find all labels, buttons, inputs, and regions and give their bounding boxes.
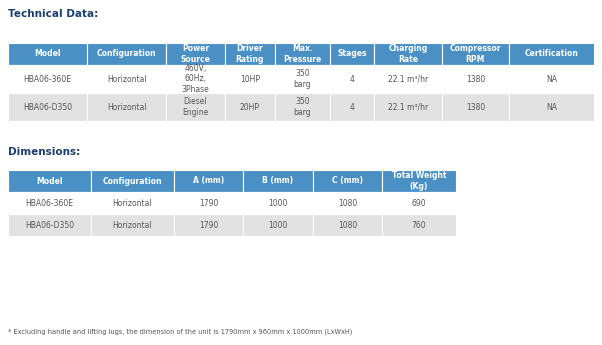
Text: Certification: Certification — [524, 49, 579, 59]
Text: Compressor
RPM: Compressor RPM — [450, 44, 501, 64]
Text: Stages: Stages — [338, 49, 367, 59]
Text: 22.1 m³/hr: 22.1 m³/hr — [388, 75, 428, 83]
Bar — [91, 170, 174, 192]
Text: A (mm): A (mm) — [193, 177, 224, 186]
Bar — [382, 192, 456, 214]
Bar — [312, 214, 382, 236]
Text: 690: 690 — [412, 198, 426, 207]
Bar — [174, 192, 243, 214]
Bar — [442, 93, 509, 121]
Text: 1790: 1790 — [199, 198, 218, 207]
Bar — [225, 65, 275, 93]
Text: 760: 760 — [412, 220, 426, 229]
Text: NA: NA — [546, 102, 557, 111]
Bar — [243, 214, 312, 236]
Bar — [374, 43, 442, 65]
Text: HBA06-D350: HBA06-D350 — [23, 102, 72, 111]
Bar — [91, 214, 174, 236]
Text: B (mm): B (mm) — [262, 177, 294, 186]
Text: Dimensions:: Dimensions: — [8, 147, 80, 157]
Text: 1380: 1380 — [466, 102, 485, 111]
Bar — [330, 65, 374, 93]
Bar — [275, 43, 330, 65]
Bar — [91, 192, 174, 214]
Bar — [225, 43, 275, 65]
Text: 10HP: 10HP — [240, 75, 259, 83]
Text: Driver
Rating: Driver Rating — [235, 44, 264, 64]
Text: * Excluding handle and lifting lugs, the dimension of the unit is 1790mm x 960mm: * Excluding handle and lifting lugs, the… — [8, 328, 352, 335]
Text: 1080: 1080 — [338, 198, 357, 207]
Bar — [166, 93, 225, 121]
Text: 1790: 1790 — [199, 220, 218, 229]
Bar — [174, 214, 243, 236]
Bar — [330, 43, 374, 65]
Text: Horizontal: Horizontal — [107, 102, 146, 111]
Text: Power
Source: Power Source — [181, 44, 211, 64]
Text: Model: Model — [36, 177, 63, 186]
Text: Total Weight
(Kg): Total Weight (Kg) — [392, 171, 446, 191]
Text: HBA06-360E: HBA06-360E — [23, 75, 72, 83]
Bar — [174, 170, 243, 192]
Bar — [382, 170, 456, 192]
Bar — [312, 192, 382, 214]
Bar — [8, 65, 87, 93]
Bar — [166, 65, 225, 93]
Bar — [87, 43, 166, 65]
Text: HBA06-360E: HBA06-360E — [25, 198, 73, 207]
Bar — [8, 214, 91, 236]
Bar — [509, 93, 594, 121]
Bar — [166, 43, 225, 65]
Text: Model: Model — [34, 49, 61, 59]
Bar — [509, 65, 594, 93]
Bar — [225, 93, 275, 121]
Bar — [374, 65, 442, 93]
Bar — [8, 43, 87, 65]
Text: Max.
Pressure: Max. Pressure — [284, 44, 321, 64]
Text: Technical Data:: Technical Data: — [8, 9, 98, 19]
Bar — [87, 65, 166, 93]
Bar — [442, 43, 509, 65]
Text: 4: 4 — [350, 75, 355, 83]
Text: Configuration: Configuration — [102, 177, 162, 186]
Text: 1000: 1000 — [268, 220, 288, 229]
Text: 1080: 1080 — [338, 220, 357, 229]
Text: 350
barg: 350 barg — [294, 97, 311, 117]
Bar — [442, 65, 509, 93]
Text: NA: NA — [546, 75, 557, 83]
Text: 4: 4 — [350, 102, 355, 111]
Text: Horizontal: Horizontal — [113, 198, 152, 207]
Bar — [509, 43, 594, 65]
Bar — [275, 93, 330, 121]
Bar — [243, 192, 312, 214]
Bar — [87, 93, 166, 121]
Text: 1380: 1380 — [466, 75, 485, 83]
Text: Horizontal: Horizontal — [113, 220, 152, 229]
Bar — [374, 93, 442, 121]
Text: C (mm): C (mm) — [332, 177, 363, 186]
Text: Horizontal: Horizontal — [107, 75, 146, 83]
Bar — [8, 170, 91, 192]
Text: HBA06-D350: HBA06-D350 — [25, 220, 74, 229]
Text: Diesel
Engine: Diesel Engine — [182, 97, 209, 117]
Text: 22.1 m³/hr: 22.1 m³/hr — [388, 102, 428, 111]
Bar — [312, 170, 382, 192]
Text: 460V,
60Hz,
3Phase: 460V, 60Hz, 3Phase — [182, 64, 209, 94]
Bar — [243, 170, 312, 192]
Text: 1000: 1000 — [268, 198, 288, 207]
Bar — [8, 93, 87, 121]
Text: Charging
Rate: Charging Rate — [388, 44, 427, 64]
Text: Configuration: Configuration — [97, 49, 157, 59]
Bar — [330, 93, 374, 121]
Text: 20HP: 20HP — [240, 102, 259, 111]
Bar — [8, 192, 91, 214]
Bar — [382, 214, 456, 236]
Bar — [275, 65, 330, 93]
Text: 350
barg: 350 barg — [294, 69, 311, 89]
